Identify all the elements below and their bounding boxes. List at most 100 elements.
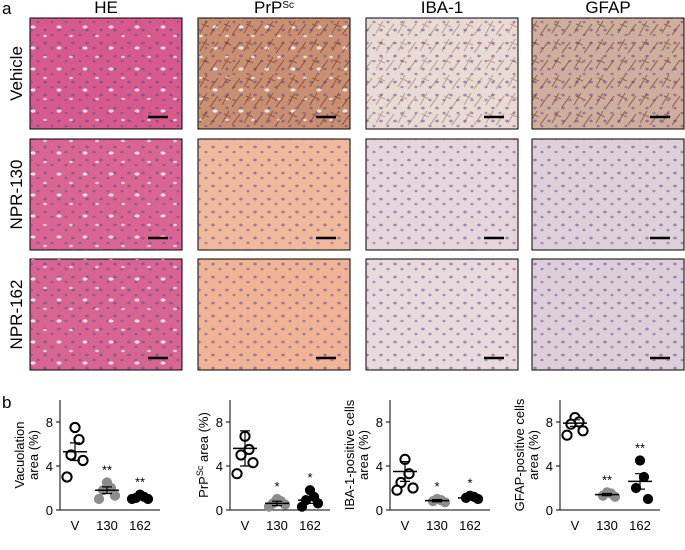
significance: ** [135,475,145,490]
data-point [403,468,415,480]
column-header: IBA-1 [421,0,464,17]
significance: * [307,470,312,485]
y-tick-label: 8 [216,415,223,430]
text-part: area (%) [526,430,541,480]
error-bar [602,492,612,497]
micrograph-texture [30,259,182,370]
x-tick-label: 130 [426,518,448,533]
x-tick-label: V [571,518,580,533]
text-part: Vacuolation [12,422,27,489]
y-tick-label: 4 [376,459,383,474]
data-point [577,425,589,437]
data-point [247,457,259,469]
error-bar [272,500,282,507]
x-tick-label: 130 [266,518,288,533]
y-tick-label: 8 [376,415,383,430]
text-part: area (%) [26,430,41,480]
micrograph-texture [198,18,350,129]
significance: * [274,479,279,494]
text-part: IBA-1 [421,0,464,17]
data-point [634,455,646,466]
y-tick-label: 8 [46,415,53,430]
error-bar [465,496,475,500]
micrograph-texture [198,139,350,250]
data-point [407,482,419,494]
error-bar [305,496,315,504]
panel-label: a [2,0,12,18]
x-tick-label: 162 [299,518,321,533]
data-point [279,499,291,510]
data-point [391,484,403,496]
y-axis-label: area (%) [356,430,371,480]
y-tick-label: 4 [546,459,553,474]
y-axis-label: area (%) [526,430,541,480]
row-label: NPR-162 [7,280,26,350]
column-headers: HE PrPSc IBA-1 GFAP [94,0,630,17]
y-tick-label: 8 [546,415,553,430]
significance: ** [602,472,612,487]
panel-label: b [2,393,11,412]
y-tick-label: 0 [376,503,383,518]
data-point [642,493,654,505]
micrograph-texture [532,18,684,129]
x-tick-label: 130 [96,518,118,533]
micrograph-texture [30,139,182,250]
column-header: GFAP [585,0,630,17]
text-part: PrP [196,476,211,498]
error-bar [135,495,145,499]
micrograph-texture [198,259,350,370]
significance: ** [635,441,645,456]
data-point [630,482,642,494]
error-bar [432,498,442,503]
text-part: GFAP-positive cells [512,398,527,511]
data-point [73,434,85,446]
text-part: area (%) [356,430,371,480]
micrograph-texture [532,259,684,370]
x-tick-label: V [71,518,80,533]
error-bar [240,430,250,467]
y-axis-label: PrPSc area (%) [195,412,211,498]
text-part: HE [94,0,118,17]
text-part: IBA-1-positive cells [342,399,357,510]
y-tick-label: 0 [216,503,223,518]
text-part: area (%) [196,412,211,465]
data-point [296,501,308,512]
x-tick-label: 162 [459,518,481,533]
x-tick-label: 162 [129,518,151,533]
y-tick-label: 0 [46,503,53,518]
x-tick-label: V [401,518,410,533]
error-bar [570,419,580,427]
x-tick-label: 162 [629,518,651,533]
micrograph-texture [366,259,518,370]
column-header: PrPSc [254,0,294,17]
y-axis-label: GFAP-positive cells [512,398,527,511]
error-bar [400,461,410,482]
micrograph-texture [30,18,182,129]
error-bar [635,473,645,490]
micrograph-texture [532,139,684,250]
significance: ** [102,463,112,478]
error-bar [102,486,112,495]
error-bar [70,442,80,462]
significance: * [467,476,472,491]
data-point [235,449,247,461]
y-tick-label: 0 [546,503,553,518]
micrograph-texture [366,139,518,250]
text-part: PrP [254,0,282,17]
significance: * [434,479,439,494]
y-tick-label: 4 [46,459,53,474]
data-point [93,493,105,505]
y-axis-label: Vacuolation [12,422,27,489]
text-part: GFAP [585,0,630,17]
data-point [561,429,573,441]
data-point [61,471,73,483]
data-point [565,418,577,430]
column-header: HE [94,0,118,17]
data-point [109,490,121,501]
x-tick-label: 130 [596,518,618,533]
data-point [231,468,243,480]
y-tick-label: 4 [216,459,223,474]
data-point [69,421,81,434]
y-axis-label: area (%) [26,430,41,480]
